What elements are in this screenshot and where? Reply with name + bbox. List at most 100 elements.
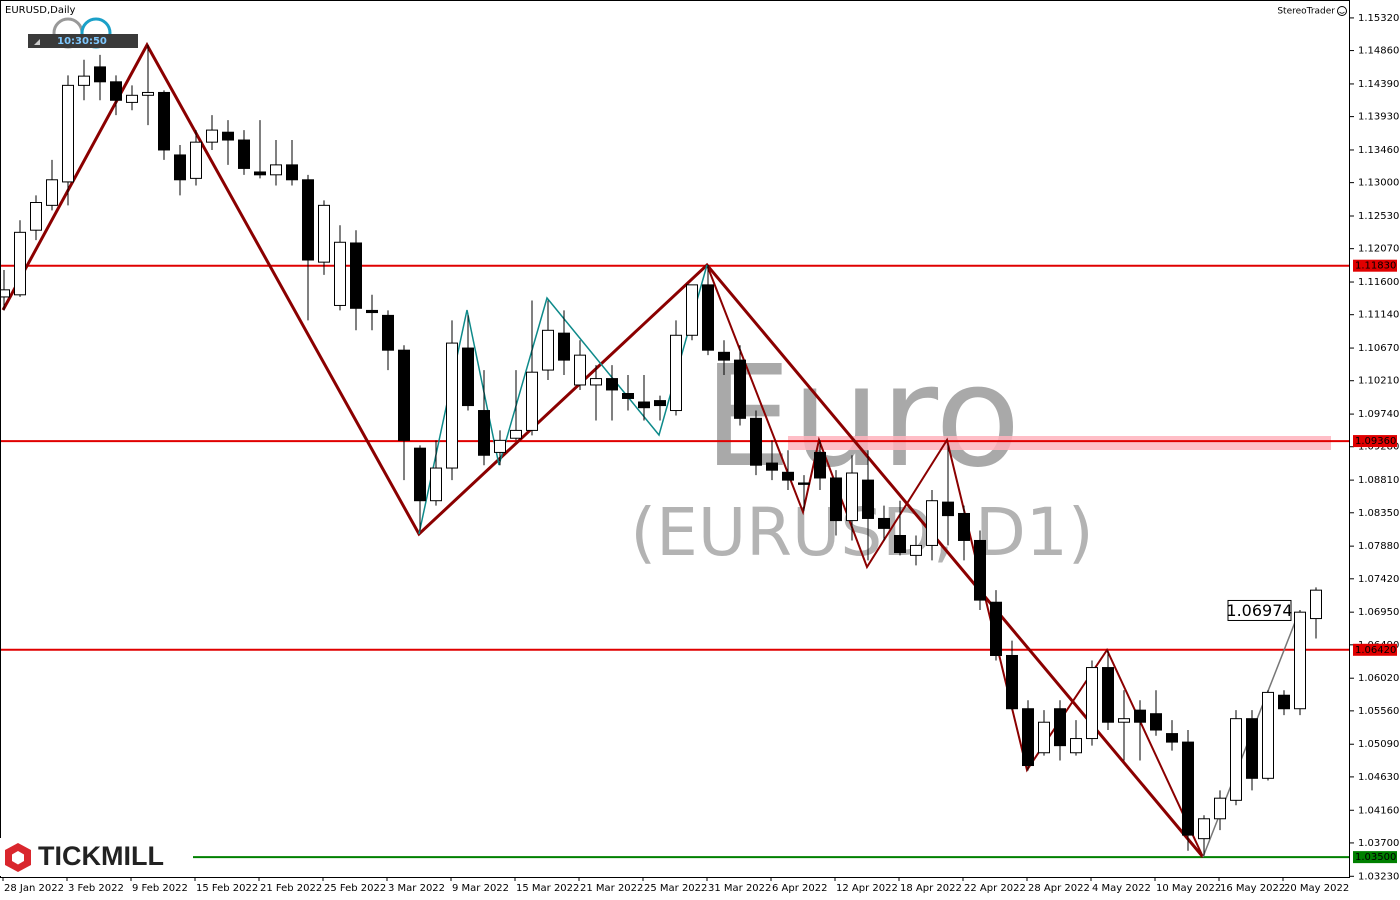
- candle-body: [142, 91, 154, 96]
- candle-body: [398, 349, 410, 441]
- y-tick-label: 1.14390: [1358, 79, 1399, 90]
- logo-text: TICKMILL: [38, 841, 164, 871]
- candle-body: [286, 164, 298, 181]
- candle-body: [734, 359, 746, 419]
- candle-body: [206, 129, 218, 143]
- candle-body: [958, 512, 970, 541]
- candle-body: [574, 354, 586, 386]
- candle-body: [158, 91, 170, 151]
- x-tick-label: 12 Apr 2022: [836, 883, 898, 894]
- x-tick-label: 15 Feb 2022: [196, 883, 258, 894]
- candle-body: [638, 401, 650, 409]
- x-tick-label: 4 May 2022: [1092, 883, 1151, 894]
- candle-body: [1294, 611, 1306, 710]
- candle-body: [926, 500, 938, 546]
- candle-body: [1230, 718, 1242, 801]
- clock-icon: [34, 39, 40, 45]
- y-tick-label: 1.03230: [1358, 871, 1399, 882]
- candle-body: [558, 332, 570, 361]
- y-tick-label: 1.09740: [1358, 409, 1399, 420]
- candle-body: [846, 472, 858, 522]
- candle-body: [542, 329, 554, 371]
- candle-body: [606, 378, 618, 391]
- candle-body: [702, 284, 714, 351]
- candle-body: [1038, 721, 1050, 754]
- x-tick-label: 9 Feb 2022: [132, 883, 188, 894]
- smiley-mouth: [1339, 11, 1345, 14]
- candle-body: [974, 539, 986, 601]
- y-tick-label: 1.07420: [1358, 574, 1399, 585]
- x-tick-label: 28 Jan 2022: [4, 883, 64, 894]
- y-tick-label: 1.14860: [1358, 46, 1399, 57]
- candle-body: [782, 471, 794, 481]
- levels: [0, 264, 1350, 859]
- level-label: 1.06420: [1355, 645, 1396, 656]
- candle-body: [718, 351, 730, 361]
- x-tick-label: 28 Apr 2022: [1028, 883, 1090, 894]
- candle-body: [46, 179, 58, 206]
- x-tick-label: 18 Apr 2022: [900, 883, 962, 894]
- candle-body: [1134, 709, 1146, 723]
- level-badge: [1353, 435, 1397, 448]
- candle-body: [462, 347, 474, 407]
- y-tick-label: 1.09280: [1358, 442, 1399, 453]
- y-tick-label: 1.05560: [1358, 706, 1399, 717]
- brand-label: StereoTrader: [1277, 7, 1335, 17]
- y-tick-label: 1.08350: [1358, 508, 1399, 519]
- y-tick-label: 1.13460: [1358, 145, 1399, 156]
- symbol-label: EURUSD,Daily: [5, 5, 76, 16]
- candle-body: [0, 289, 10, 298]
- y-tick-label: 1.10210: [1358, 376, 1399, 387]
- candle-body: [1262, 691, 1274, 779]
- candle-body: [670, 334, 682, 412]
- y-tick-label: 1.05090: [1358, 739, 1399, 750]
- x-tick-label: 3 Mar 2022: [388, 883, 445, 894]
- candle-body: [174, 154, 186, 181]
- candle-body: [510, 429, 522, 439]
- candle-body: [910, 544, 922, 556]
- zigzag-teal: [418, 264, 708, 535]
- plot-frame: [0, 0, 1350, 878]
- candle-body: [1022, 708, 1034, 767]
- candle-body: [766, 462, 778, 471]
- candle-body: [382, 314, 394, 351]
- last-price-box: [1227, 599, 1292, 621]
- tickmill-logo: TICKMILL: [0, 838, 193, 876]
- candle-body: [1310, 589, 1322, 620]
- candle-body: [1054, 708, 1066, 747]
- candle-body: [446, 342, 458, 469]
- candle-body: [622, 392, 634, 399]
- y-tick-label: 1.10670: [1358, 343, 1399, 354]
- candle-body: [1150, 713, 1162, 731]
- candle-body: [878, 517, 890, 529]
- level-label: 1.09360: [1355, 436, 1396, 447]
- candle-body: [14, 231, 26, 296]
- candle-body: [1166, 733, 1178, 743]
- candle-body: [302, 179, 314, 261]
- clock-bar: [28, 34, 138, 48]
- x-tick-label: 20 May 2022: [1284, 883, 1349, 894]
- candle-body: [94, 66, 106, 83]
- x-tick-label: 10 May 2022: [1156, 883, 1221, 894]
- candle-body: [942, 501, 954, 517]
- level-badge: [1353, 643, 1397, 656]
- overlay: 1.11830 1.09360 1.06420 1.03500 1.06974: [1226, 259, 1397, 864]
- candle-body: [254, 171, 266, 176]
- candle-body: [414, 447, 426, 502]
- candle-body: [1006, 654, 1018, 710]
- x-tick-label: 21 Feb 2022: [260, 883, 322, 894]
- level-label: 1.03500: [1355, 852, 1396, 863]
- y-tick-label: 1.12070: [1358, 244, 1399, 255]
- candle-body: [686, 284, 698, 336]
- x-tick-label: 3 Feb 2022: [68, 883, 124, 894]
- y-tick-label: 1.06950: [1358, 607, 1399, 618]
- y-tick-label: 1.04160: [1358, 805, 1399, 816]
- candle-body: [30, 202, 42, 231]
- y-tick-label: 1.06020: [1358, 673, 1399, 684]
- axes: 1.15320 1.14860 1.14390 1.13930 1.13460 1.130…: [2, 13, 1399, 894]
- candle-body: [1182, 741, 1194, 836]
- y-tick-label: 1.04630: [1358, 772, 1399, 783]
- candle-body: [798, 482, 810, 485]
- y-tick-label: 1.13000: [1358, 178, 1399, 189]
